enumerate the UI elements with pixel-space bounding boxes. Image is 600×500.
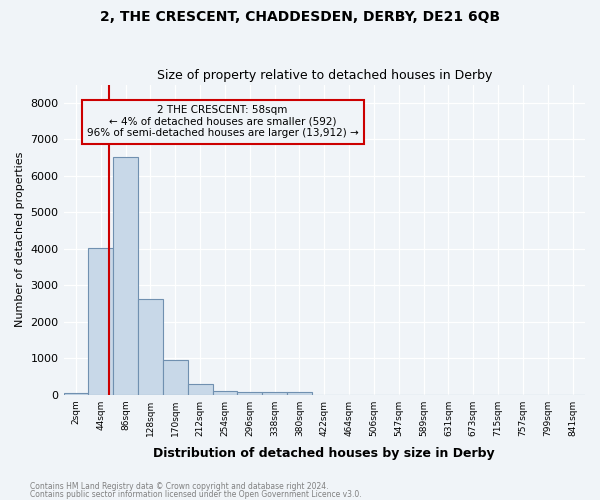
Bar bbox=[113, 157, 138, 394]
Text: 2, THE CRESCENT, CHADDESDEN, DERBY, DE21 6QB: 2, THE CRESCENT, CHADDESDEN, DERBY, DE21… bbox=[100, 10, 500, 24]
Bar bbox=[238, 392, 262, 394]
Title: Size of property relative to detached houses in Derby: Size of property relative to detached ho… bbox=[157, 69, 492, 82]
Text: Contains public sector information licensed under the Open Government Licence v3: Contains public sector information licen… bbox=[30, 490, 362, 499]
Text: Contains HM Land Registry data © Crown copyright and database right 2024.: Contains HM Land Registry data © Crown c… bbox=[30, 482, 329, 491]
Bar bbox=[262, 392, 287, 394]
Bar bbox=[138, 299, 163, 394]
Bar bbox=[88, 248, 113, 394]
Text: 2 THE CRESCENT: 58sqm
← 4% of detached houses are smaller (592)
96% of semi-deta: 2 THE CRESCENT: 58sqm ← 4% of detached h… bbox=[87, 105, 358, 138]
Y-axis label: Number of detached properties: Number of detached properties bbox=[15, 152, 25, 328]
Bar bbox=[188, 384, 212, 394]
Bar bbox=[163, 360, 188, 394]
Bar bbox=[212, 391, 238, 394]
X-axis label: Distribution of detached houses by size in Derby: Distribution of detached houses by size … bbox=[154, 447, 495, 460]
Bar bbox=[287, 392, 312, 394]
Bar bbox=[64, 393, 88, 394]
